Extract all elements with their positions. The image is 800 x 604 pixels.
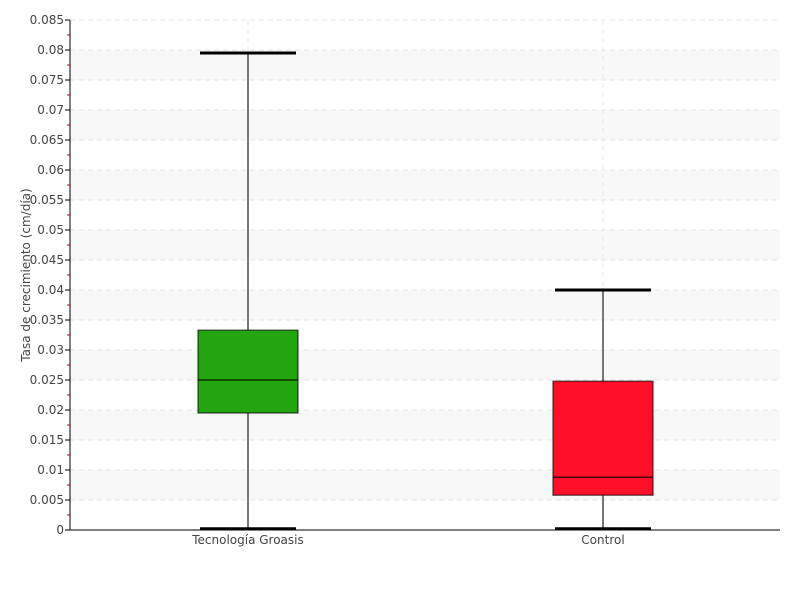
y-tick-label: 0.01 [37, 463, 64, 477]
y-tick-label: 0.005 [30, 493, 64, 507]
box-iqr [197, 329, 299, 414]
x-tick-label: Tecnología Groasis [191, 533, 304, 547]
x-tick-label: Control [581, 533, 624, 547]
gridlines [70, 19, 780, 530]
y-tick-label: 0.025 [30, 373, 64, 387]
y-tick-label: 0.07 [37, 103, 64, 117]
y-tick-label: 0 [56, 523, 64, 537]
background-bands [70, 50, 780, 500]
grid-band [70, 290, 780, 320]
boxes [197, 51, 654, 531]
box-iqr [552, 380, 654, 496]
y-tick-label: 0.06 [37, 163, 64, 177]
grid-band [70, 50, 780, 80]
grid-band [70, 170, 780, 200]
grid-band [70, 410, 780, 440]
grid-band [70, 350, 780, 380]
y-tick-label: 0.085 [30, 13, 64, 27]
y-tick-label: 0.075 [30, 73, 64, 87]
y-tick-label: 0.03 [37, 343, 64, 357]
y-axis-label: Tasa de crecimiento (cm/día) [19, 188, 33, 362]
y-tick-label: 0.065 [30, 133, 64, 147]
y-tick-label: 0.08 [37, 43, 64, 57]
grid-band [70, 470, 780, 500]
y-tick-label: 0.035 [30, 313, 64, 327]
y-tick-label: 0.055 [30, 193, 64, 207]
grid-band [70, 230, 780, 260]
y-tick-label: 0.04 [37, 283, 64, 297]
axes: Tecnología Groasis Control 0 0.005 0.01 0.015… [30, 13, 780, 547]
grid-band [70, 110, 780, 140]
y-tick-label: 0.045 [30, 253, 64, 267]
y-tick-label: 0.02 [37, 403, 64, 417]
y-tick-label: 0.015 [30, 433, 64, 447]
y-tick-label: 0.05 [37, 223, 64, 237]
